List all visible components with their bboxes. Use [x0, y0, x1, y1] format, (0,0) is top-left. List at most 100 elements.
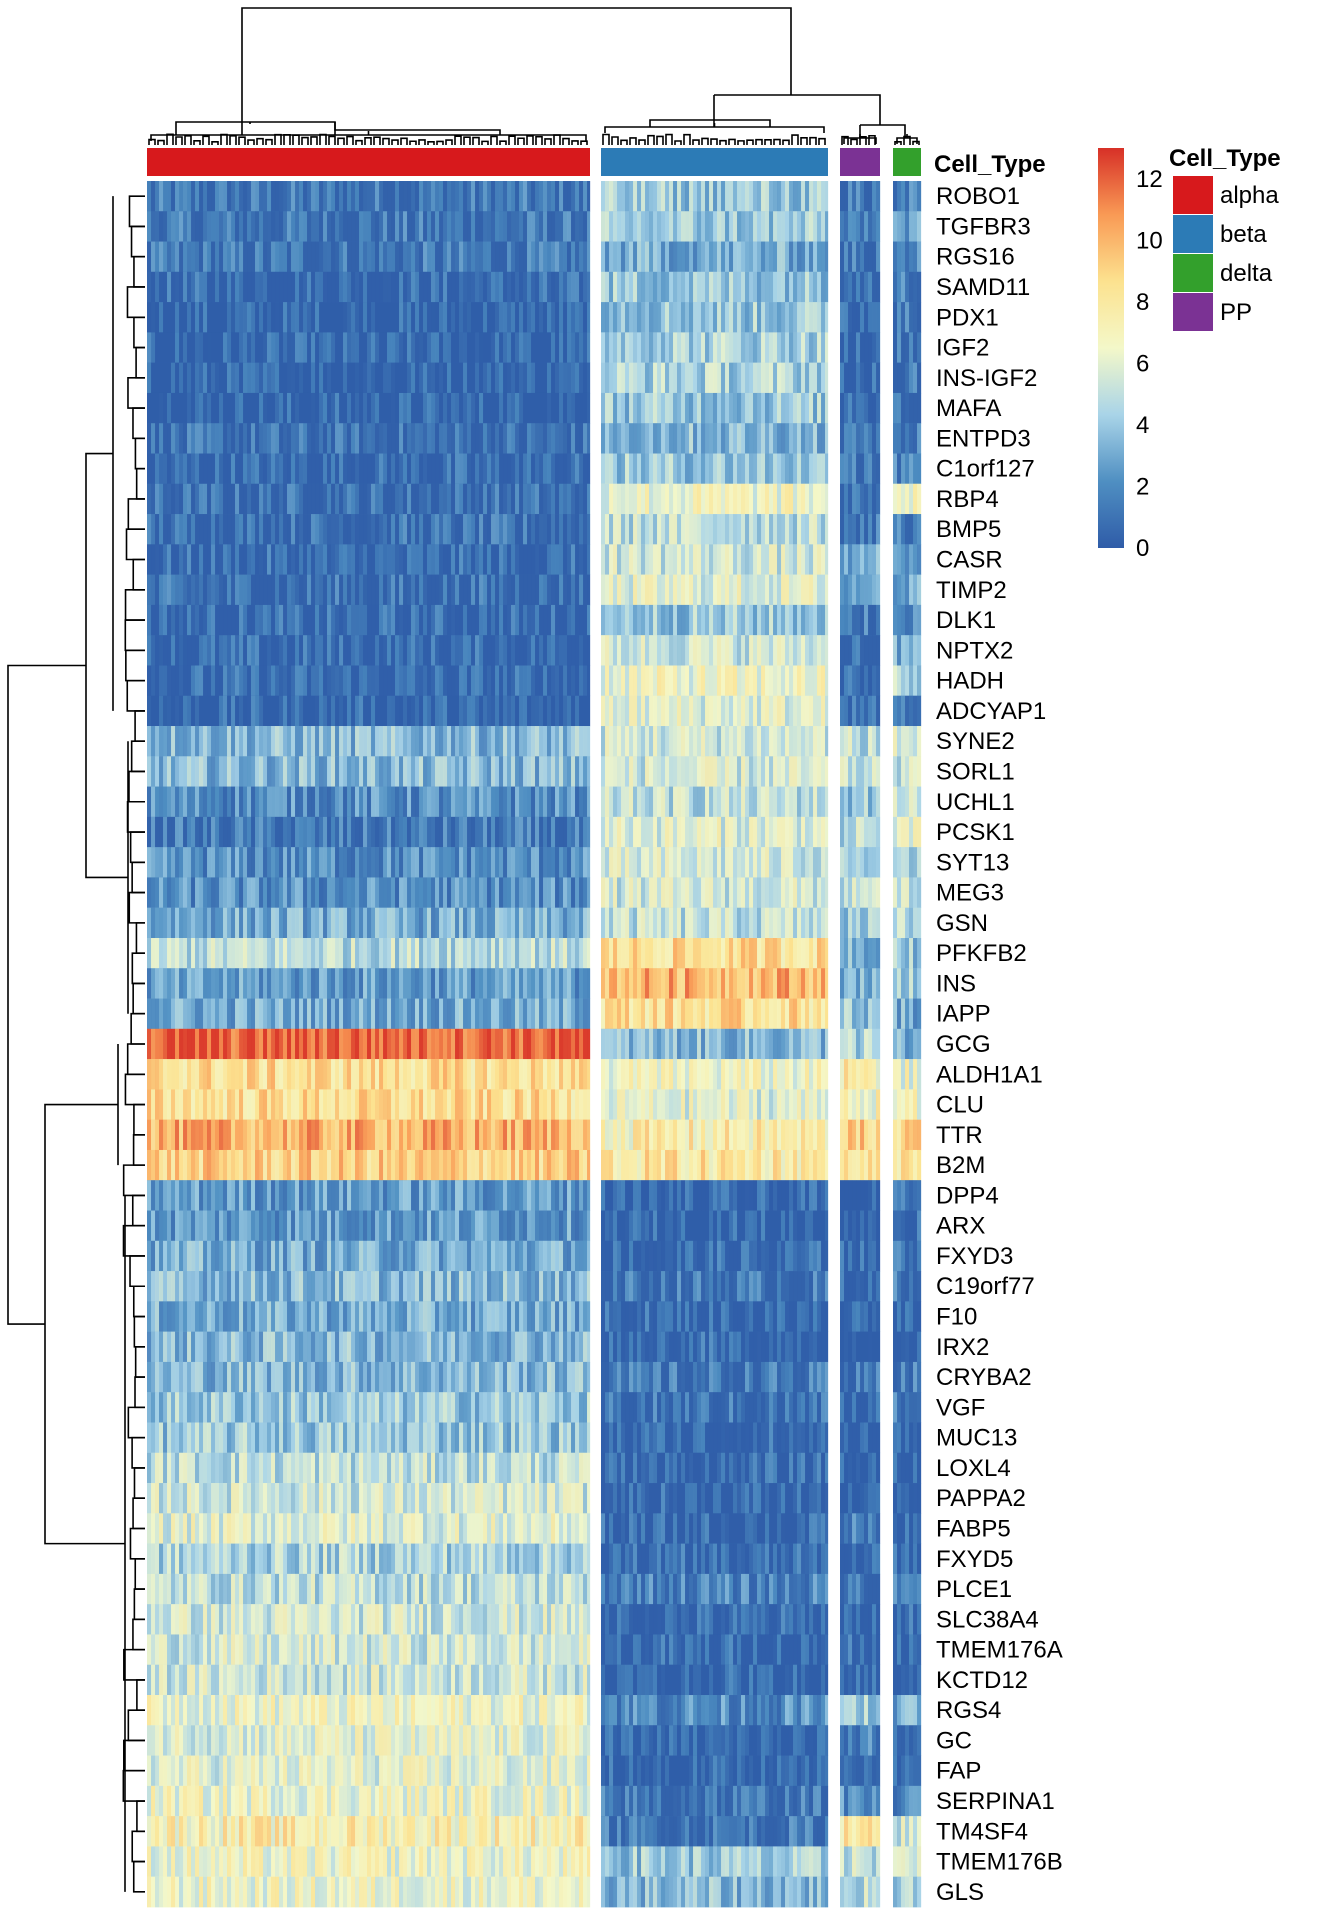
heatmap-cell: [491, 1361, 496, 1393]
heatmap-cell: [351, 392, 356, 424]
heatmap-cell: [467, 635, 472, 666]
heatmap-cell: [427, 998, 432, 1030]
heatmap-cell: [287, 1089, 292, 1121]
heatmap-cell: [311, 1361, 316, 1393]
heatmap-cell: [531, 392, 536, 424]
heatmap-cell: [347, 635, 352, 666]
heatmap-cell: [151, 726, 156, 757]
heatmap-cell: [227, 756, 232, 787]
heatmap-row-ALDH1A1-alpha: [147, 1059, 591, 1090]
heatmap-cell: [463, 1028, 468, 1060]
heatmap-cell: [355, 1452, 360, 1484]
heatmap-cell: [387, 1452, 392, 1484]
heatmap-cell: [459, 695, 464, 727]
dendrogram-branch: [122, 1164, 145, 1197]
heatmap-cell: [571, 302, 576, 333]
heatmap-cell: [443, 453, 448, 485]
heatmap-cell: [147, 756, 152, 787]
heatmap-cell: [543, 1392, 548, 1423]
heatmap-cell: [183, 938, 188, 969]
heatmap-cell: [355, 181, 360, 212]
heatmap-cell: [367, 1119, 372, 1151]
heatmap-cell: [339, 211, 344, 242]
heatmap-cell: [299, 1240, 304, 1272]
heatmap-cell: [503, 302, 508, 333]
heatmap-cell: [311, 514, 316, 545]
heatmap-cell: [319, 1119, 324, 1151]
heatmap-cell: [339, 1089, 344, 1121]
heatmap-cell: [155, 392, 160, 424]
heatmap-cell: [503, 423, 508, 454]
heatmap-cell: [159, 1059, 164, 1090]
heatmap-cell: [459, 241, 464, 273]
heatmap-cell: [155, 1119, 160, 1151]
heatmap-cell: [207, 1149, 212, 1181]
heatmap-cell: [323, 423, 328, 454]
heatmap-cell: [195, 514, 200, 545]
heatmap-cell: [519, 332, 524, 363]
heatmap-cell: [259, 1392, 264, 1423]
heatmap-cell: [323, 786, 328, 818]
heatmap-cell: [495, 756, 500, 787]
heatmap-cell: [547, 1180, 552, 1211]
heatmap-cell: [347, 1089, 352, 1121]
heatmap-cell: [587, 1210, 591, 1242]
heatmap-cell: [359, 1422, 364, 1454]
heatmap-cell: [563, 1210, 568, 1242]
heatmap-cell: [175, 362, 180, 394]
heatmap-cell: [415, 907, 420, 939]
heatmap-cell: [271, 998, 276, 1030]
heatmap-cell: [323, 1059, 328, 1090]
heatmap-cell: [243, 1240, 248, 1272]
heatmap-cell: [411, 816, 416, 848]
heatmap-cell: [511, 1240, 516, 1272]
heatmap-cell: [423, 211, 428, 242]
dendrogram-branch: [602, 133, 610, 145]
heatmap-cell: [159, 241, 164, 273]
heatmap-cell: [235, 392, 240, 424]
heatmap-cell: [251, 453, 256, 485]
heatmap-cell: [431, 604, 436, 636]
heatmap-cell: [479, 695, 484, 727]
heatmap-cell: [179, 1119, 184, 1151]
heatmap-cell: [331, 544, 336, 575]
heatmap-cell: [519, 1271, 524, 1302]
heatmap-cell: [211, 695, 216, 727]
heatmap-cell: [515, 1422, 520, 1454]
heatmap-cell: [375, 1361, 380, 1393]
heatmap-cell: [187, 1271, 192, 1302]
heatmap-cell: [155, 938, 160, 969]
heatmap-cell: [255, 181, 260, 212]
heatmap-cell: [559, 1361, 564, 1393]
heatmap-cell: [287, 271, 292, 303]
heatmap-cell: [163, 181, 168, 212]
heatmap-cell: [375, 726, 380, 757]
heatmap-cell: [511, 1301, 516, 1332]
heatmap-cell: [175, 938, 180, 969]
heatmap-cell: [247, 756, 252, 787]
heatmap-cell: [263, 1392, 268, 1423]
heatmap-cell: [179, 1301, 184, 1332]
heatmap-cell: [183, 1119, 188, 1151]
heatmap-cell: [211, 514, 216, 545]
heatmap-cell: [259, 1210, 264, 1242]
heatmap-cell: [359, 665, 364, 697]
heatmap-cell: [503, 241, 508, 273]
heatmap-cell: [367, 604, 372, 636]
heatmap-cell: [467, 1089, 472, 1121]
heatmap-cell: [551, 1119, 556, 1151]
heatmap-cell: [159, 877, 164, 909]
heatmap-cell: [515, 544, 520, 575]
heatmap-cell: [383, 574, 388, 606]
heatmap-cell: [555, 1422, 560, 1454]
heatmap-cell: [191, 1301, 196, 1332]
heatmap-cell: [147, 453, 152, 485]
heatmap-row-IGF2-alpha: [147, 332, 591, 363]
heatmap-cell: [519, 181, 524, 212]
heatmap-cell: [163, 1180, 168, 1211]
heatmap-cell: [315, 1089, 320, 1121]
heatmap-cell: [251, 786, 256, 818]
heatmap-cell: [543, 665, 548, 697]
heatmap-row-GSN-alpha: [147, 907, 591, 939]
heatmap-cell: [563, 938, 568, 969]
